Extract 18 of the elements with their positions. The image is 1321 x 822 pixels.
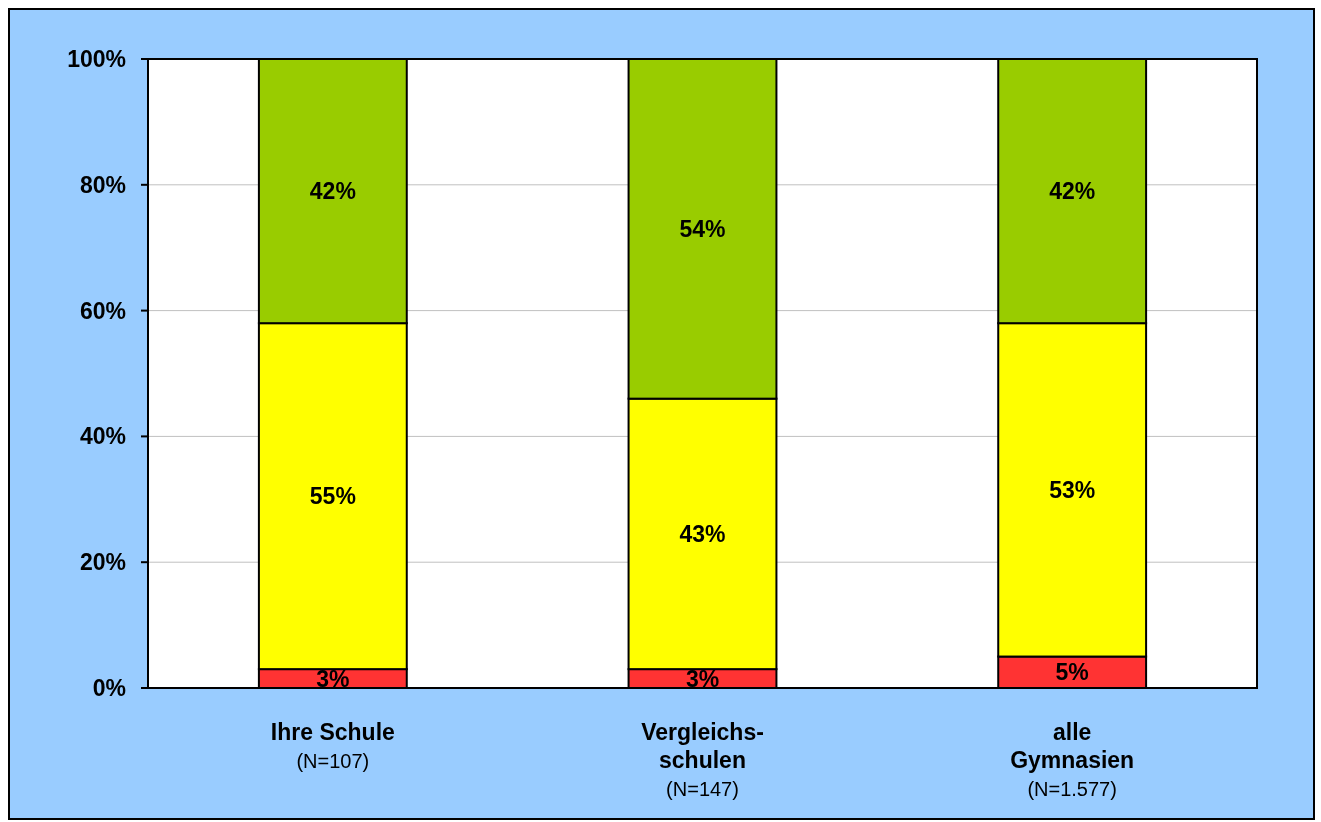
data-label: 55%: [309, 483, 356, 510]
data-label: 42%: [309, 178, 356, 205]
x-tick-label: Ihre Schule (N=107): [270, 719, 395, 772]
data-label: 43%: [679, 520, 726, 547]
y-tick-label: 100%: [67, 46, 126, 73]
data-label: 5%: [1055, 659, 1089, 686]
x-tick-label: Vergleichs- schulen (N=147): [641, 719, 764, 800]
data-label: 53%: [1049, 476, 1096, 503]
data-label: 42%: [1049, 178, 1096, 205]
y-tick-label: 80%: [79, 171, 126, 198]
y-tick-label: 20%: [79, 549, 126, 576]
data-label: 3%: [316, 665, 350, 692]
y-tick-label: 40%: [79, 423, 126, 450]
y-tick-label: 60%: [79, 297, 126, 324]
y-tick-label: 0%: [92, 675, 126, 702]
data-label: 3%: [685, 665, 720, 692]
x-tick-label: alle Gymnasien (N=1.577): [1010, 719, 1135, 800]
data-label: 54%: [679, 215, 726, 242]
